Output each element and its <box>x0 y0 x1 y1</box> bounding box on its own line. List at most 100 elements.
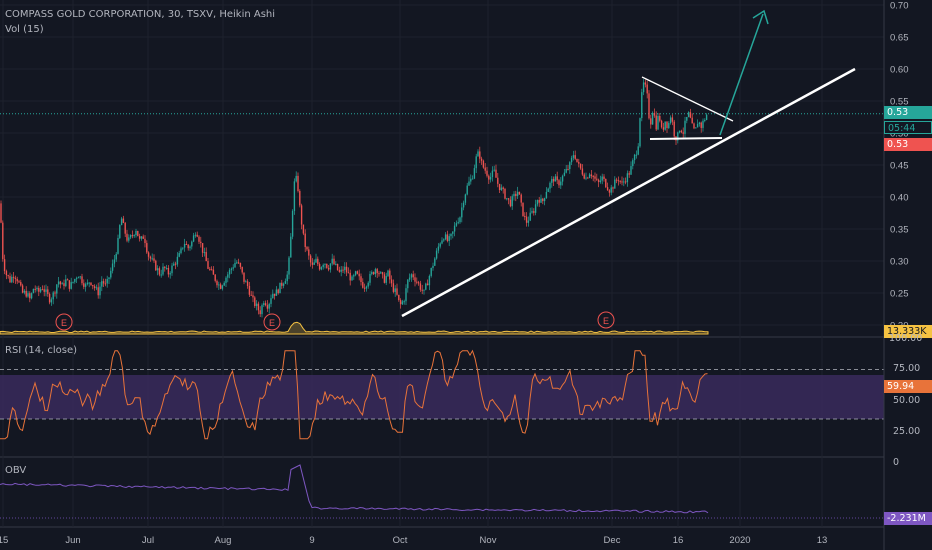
rsi-level-25: 25.00 <box>893 426 921 437</box>
candle-up <box>635 154 638 156</box>
candle-down <box>300 205 303 225</box>
candle-down <box>372 272 375 275</box>
candle-down <box>243 272 245 282</box>
volume-value-badge: 13.333K <box>884 325 932 338</box>
candle-up <box>113 259 116 264</box>
candle-up <box>677 132 679 141</box>
candle-down <box>2 222 4 260</box>
candle-down <box>317 258 319 265</box>
candle-down <box>480 158 483 161</box>
rsi-band <box>0 375 884 419</box>
candle-up <box>128 237 130 241</box>
candle-down <box>246 281 249 286</box>
candle-down <box>587 177 589 179</box>
candle-up <box>630 166 632 175</box>
volume-histogram <box>0 321 709 335</box>
candle-down <box>592 176 594 178</box>
candle-down <box>34 288 36 290</box>
candle-up <box>218 284 220 286</box>
earnings-marker-1[interactable]: E <box>55 313 73 331</box>
candle-up <box>232 267 234 269</box>
earnings-marker-3[interactable]: E <box>597 311 615 329</box>
drawing-tools-layer[interactable]: E E E <box>55 9 856 331</box>
candle-down <box>16 278 18 282</box>
volume-area <box>0 321 709 335</box>
candle-up <box>434 258 436 266</box>
candle-up <box>450 233 452 237</box>
price-pane[interactable] <box>0 79 708 318</box>
candle-down <box>378 273 380 275</box>
candle-up <box>236 262 238 264</box>
obv-line <box>0 464 709 514</box>
earnings-marker-e-icon: E <box>269 318 275 328</box>
candle-down <box>619 180 621 182</box>
rsi-pane[interactable] <box>0 349 884 440</box>
candle-down <box>302 224 305 234</box>
candle-down <box>257 303 260 311</box>
obv-pane[interactable] <box>0 464 884 519</box>
candle-down <box>579 163 582 169</box>
candle-up <box>162 266 164 275</box>
candle-down <box>360 276 362 283</box>
projection-arrow[interactable] <box>719 13 764 136</box>
candle-up <box>470 178 472 182</box>
candle-down <box>327 267 330 270</box>
candle-up <box>435 250 438 259</box>
candle-up <box>203 252 206 254</box>
candle-up <box>626 173 629 183</box>
candle-down <box>311 262 314 265</box>
candle-down <box>304 233 306 248</box>
candle-down <box>250 294 252 296</box>
trendline-triangle-top[interactable] <box>641 76 734 122</box>
earnings-marker-2[interactable]: E <box>263 313 281 331</box>
obv-legend[interactable]: OBV <box>5 465 27 476</box>
candle-up <box>448 236 450 242</box>
trendline-triangle-base[interactable] <box>649 137 723 140</box>
candle-up <box>351 276 353 281</box>
candle-down <box>167 268 170 275</box>
candle-up <box>585 177 587 179</box>
symbol-legend[interactable]: COMPASS GOLD CORPORATION, 30, TSXV, Heik… <box>5 9 276 20</box>
candle-down <box>533 211 535 213</box>
candle-down <box>362 282 364 288</box>
candle-up <box>407 279 409 289</box>
volume-legend[interactable]: Vol (15) <box>5 24 44 35</box>
candle-up <box>291 210 294 237</box>
candle-up <box>408 277 411 280</box>
candle-down <box>659 116 661 121</box>
candle-down <box>644 82 647 85</box>
trendline-support[interactable] <box>401 67 856 318</box>
candle-up <box>432 265 434 268</box>
candle-up <box>651 112 654 125</box>
candle-down <box>92 285 94 287</box>
candle-up <box>129 235 132 238</box>
candle-up <box>56 284 58 294</box>
rsi-legend[interactable]: RSI (14, close) <box>5 345 78 356</box>
candle-down <box>196 234 198 237</box>
price-tick-label: 0.70 <box>890 1 909 12</box>
candle-down <box>392 283 395 292</box>
candle-up <box>111 263 114 271</box>
candle-up <box>70 282 72 289</box>
candle-up <box>290 236 292 258</box>
candle-down <box>342 269 344 271</box>
candle-up <box>279 282 281 294</box>
candle-up <box>293 181 296 211</box>
candle-up <box>540 198 542 203</box>
projection-arrow-head-icon <box>752 9 769 25</box>
candle-down <box>682 132 684 134</box>
candle-down <box>252 295 254 298</box>
candle-down <box>479 151 481 159</box>
candle-up <box>536 199 539 205</box>
candle-down <box>396 288 398 295</box>
candle-up <box>489 177 492 180</box>
candle-down <box>138 236 141 239</box>
earnings-marker-e-icon: E <box>61 318 67 328</box>
candle-down <box>153 258 155 261</box>
candle-down <box>421 289 423 291</box>
candle-down <box>147 252 150 257</box>
candle-up <box>506 198 508 200</box>
candle-down <box>646 84 648 94</box>
